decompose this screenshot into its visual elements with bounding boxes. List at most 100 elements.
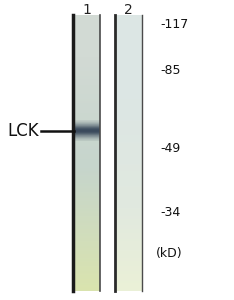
Bar: [115, 266, 142, 267]
Bar: [115, 124, 142, 125]
Bar: [73, 196, 100, 197]
Bar: [73, 247, 100, 248]
Bar: [73, 190, 100, 191]
Bar: [73, 174, 100, 175]
Bar: [115, 258, 142, 259]
Bar: [115, 260, 142, 261]
Bar: [115, 94, 142, 95]
Bar: [115, 135, 142, 136]
Bar: [73, 139, 100, 140]
Bar: [115, 21, 142, 22]
Bar: [115, 46, 142, 47]
Bar: [73, 48, 100, 49]
Bar: [115, 111, 142, 112]
Bar: [115, 37, 142, 38]
Bar: [115, 180, 142, 181]
Bar: [115, 221, 142, 222]
Bar: [115, 170, 142, 171]
Bar: [115, 197, 142, 198]
Bar: [115, 127, 142, 128]
Bar: [73, 15, 100, 16]
Bar: [73, 73, 100, 74]
Bar: [73, 94, 100, 95]
Bar: [115, 118, 142, 119]
Bar: [73, 147, 100, 148]
Bar: [73, 124, 100, 125]
Bar: [73, 267, 100, 268]
Bar: [73, 200, 100, 201]
Bar: [73, 16, 100, 17]
Bar: [73, 90, 100, 92]
Bar: [73, 22, 100, 23]
Bar: [115, 102, 142, 103]
Bar: [73, 154, 100, 155]
Bar: [73, 150, 100, 151]
Bar: [73, 155, 100, 156]
Bar: [115, 101, 142, 102]
Bar: [73, 264, 100, 265]
Bar: [73, 254, 100, 255]
Bar: [115, 28, 142, 29]
Bar: [115, 140, 142, 141]
Bar: [115, 16, 142, 17]
Bar: [73, 164, 100, 165]
Bar: [73, 109, 100, 110]
Bar: [115, 190, 142, 191]
Bar: [115, 154, 142, 155]
Bar: [73, 172, 100, 173]
Bar: [73, 258, 100, 259]
Bar: [73, 289, 100, 290]
Bar: [115, 92, 142, 93]
Bar: [115, 76, 142, 78]
Bar: [115, 146, 142, 147]
Bar: [73, 181, 100, 182]
Bar: [73, 105, 100, 106]
Bar: [115, 95, 142, 96]
Bar: [115, 32, 142, 33]
Bar: [115, 71, 142, 72]
Bar: [73, 81, 100, 82]
Bar: [73, 135, 100, 136]
Bar: [115, 267, 142, 268]
Bar: [73, 50, 100, 51]
Bar: [73, 290, 100, 291]
Bar: [73, 222, 100, 223]
Bar: [115, 265, 142, 266]
Bar: [73, 285, 100, 286]
Bar: [115, 79, 142, 80]
Bar: [73, 134, 100, 135]
Bar: [115, 85, 142, 86]
Bar: [115, 60, 142, 61]
Bar: [73, 69, 100, 70]
Bar: [115, 259, 142, 260]
Bar: [73, 70, 100, 71]
Bar: [115, 26, 142, 27]
Bar: [115, 119, 142, 120]
Bar: [73, 24, 100, 25]
Bar: [115, 103, 142, 104]
Bar: [115, 284, 142, 285]
Bar: [115, 67, 142, 68]
Bar: [115, 122, 142, 123]
Bar: [73, 21, 100, 22]
Bar: [115, 276, 142, 277]
Bar: [73, 30, 100, 31]
Bar: [115, 167, 142, 168]
Bar: [73, 46, 100, 47]
Bar: [115, 243, 142, 244]
Bar: [115, 143, 142, 144]
Bar: [73, 112, 100, 113]
Bar: [73, 128, 100, 129]
Bar: [73, 175, 100, 176]
Bar: [115, 275, 142, 276]
Bar: [73, 194, 100, 195]
Bar: [115, 288, 142, 289]
Bar: [73, 159, 100, 160]
Bar: [73, 100, 100, 101]
Bar: [73, 225, 100, 226]
Bar: [73, 183, 100, 184]
Bar: [73, 251, 100, 252]
Bar: [115, 116, 142, 117]
Bar: [73, 93, 100, 94]
Bar: [73, 163, 100, 164]
